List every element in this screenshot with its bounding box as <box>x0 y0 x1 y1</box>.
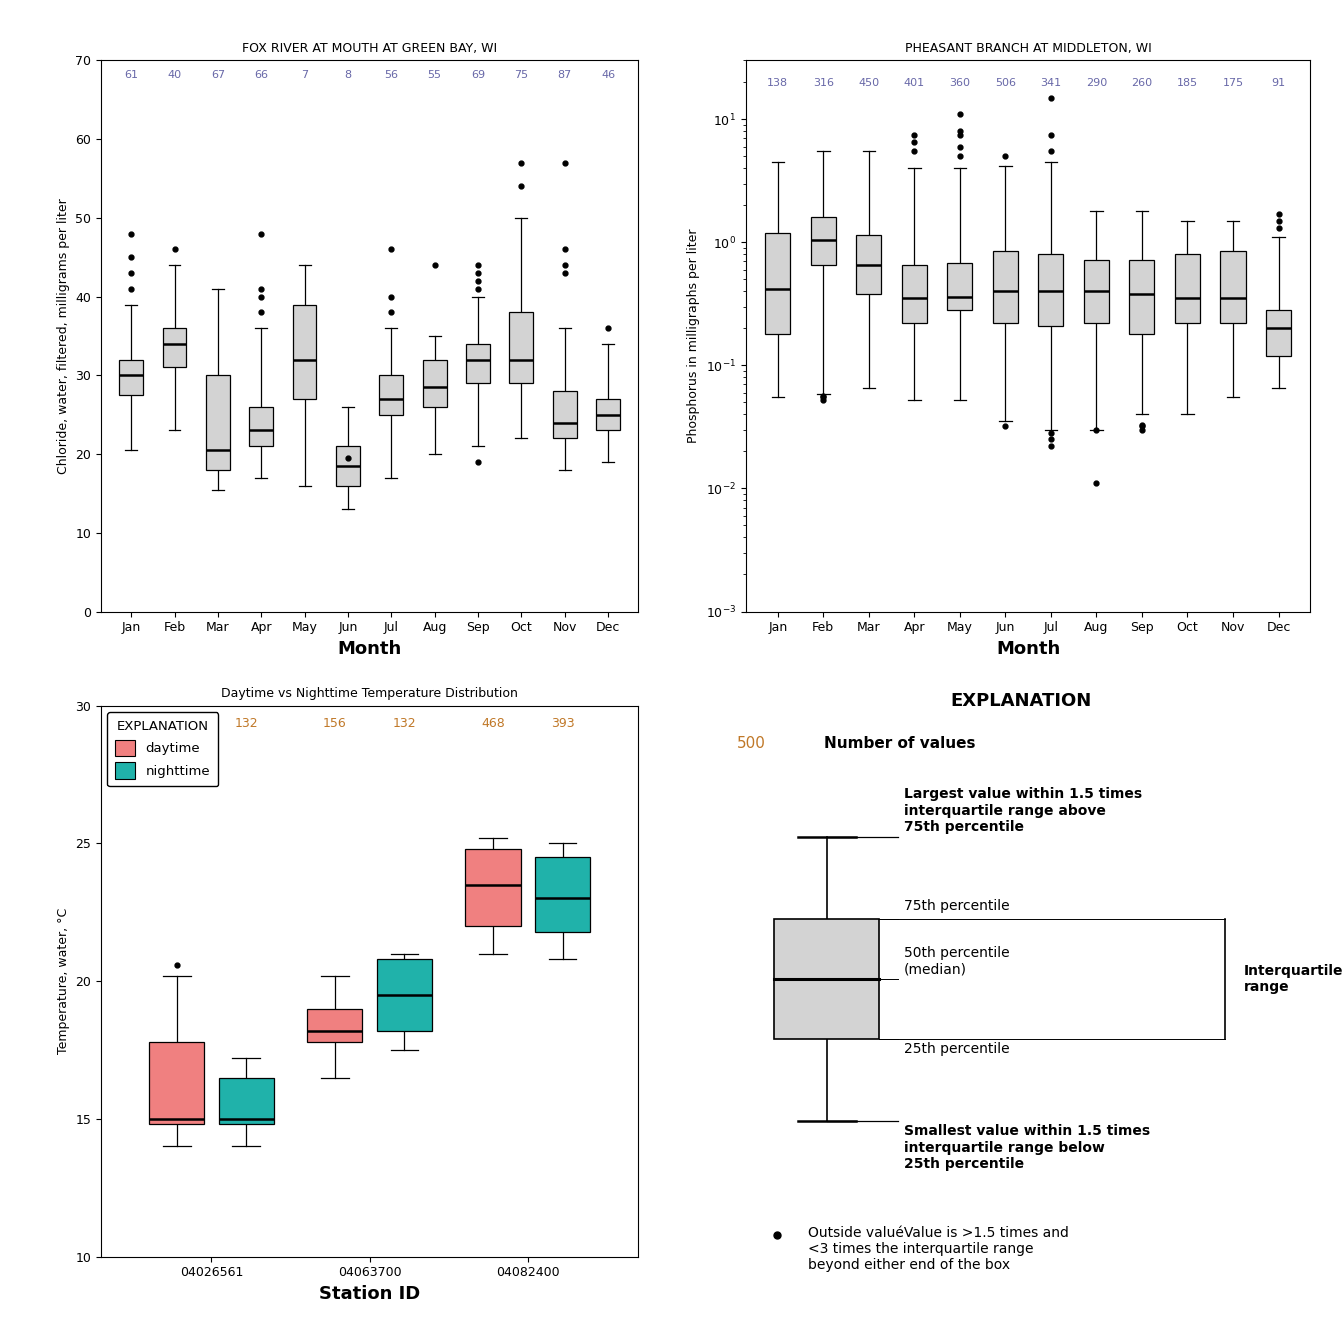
Text: 67: 67 <box>211 70 224 81</box>
Text: 61: 61 <box>124 70 138 81</box>
Text: 316: 316 <box>813 78 833 87</box>
Text: 75th percentile: 75th percentile <box>905 899 1009 913</box>
X-axis label: Month: Month <box>996 640 1060 657</box>
Bar <box>1039 254 1063 325</box>
Text: 75: 75 <box>515 70 528 81</box>
Text: 450: 450 <box>859 78 879 87</box>
Bar <box>856 235 882 294</box>
Bar <box>509 312 534 383</box>
Bar <box>163 328 187 367</box>
Bar <box>774 919 879 1039</box>
Text: 506: 506 <box>995 78 1016 87</box>
Bar <box>810 218 836 265</box>
Text: 290: 290 <box>1086 78 1107 87</box>
Text: 175: 175 <box>1223 78 1243 87</box>
Text: EXPLANATION: EXPLANATION <box>950 692 1093 710</box>
Bar <box>535 857 590 931</box>
Legend: daytime, nighttime: daytime, nighttime <box>108 712 218 786</box>
Y-axis label: Phosphorus in milligraphs per liter: Phosphorus in milligraphs per liter <box>687 228 700 444</box>
Bar <box>336 446 360 485</box>
Bar <box>1266 310 1292 356</box>
Text: 7: 7 <box>301 70 308 81</box>
Text: 138: 138 <box>767 78 789 87</box>
Bar <box>1083 259 1109 323</box>
Text: Smallest value within 1.5 times
interquartile range below
25th percentile: Smallest value within 1.5 times interqua… <box>905 1125 1150 1171</box>
Text: 25th percentile: 25th percentile <box>905 1043 1009 1056</box>
Bar <box>149 1042 204 1125</box>
Text: 156: 156 <box>323 718 347 730</box>
Text: 393: 393 <box>551 718 574 730</box>
Text: 55: 55 <box>427 70 442 81</box>
Text: Number of values: Number of values <box>824 737 976 751</box>
Bar <box>120 360 142 395</box>
X-axis label: Station ID: Station ID <box>319 1285 421 1302</box>
Bar <box>597 399 620 430</box>
Text: 40: 40 <box>168 70 181 81</box>
Bar <box>379 375 403 415</box>
Bar <box>249 407 273 446</box>
Text: 341: 341 <box>1040 78 1062 87</box>
Title: PHEASANT BRANCH AT MIDDLETON, WI: PHEASANT BRANCH AT MIDDLETON, WI <box>905 42 1152 55</box>
Bar <box>993 251 1017 323</box>
Text: 69: 69 <box>470 70 485 81</box>
X-axis label: Month: Month <box>337 640 402 657</box>
Bar <box>552 391 577 438</box>
Text: Outside valuéValue is >1.5 times and
<3 times the interquartile range
beyond eit: Outside valuéValue is >1.5 times and <3 … <box>808 1226 1068 1271</box>
Text: 156: 156 <box>165 718 188 730</box>
Bar <box>466 344 491 383</box>
Title: FOX RIVER AT MOUTH AT GREEN BAY, WI: FOX RIVER AT MOUTH AT GREEN BAY, WI <box>242 42 497 55</box>
Title: Daytime vs Nighttime Temperature Distribution: Daytime vs Nighttime Temperature Distrib… <box>222 687 517 700</box>
Bar <box>206 375 230 470</box>
Bar <box>1175 254 1200 323</box>
Text: Largest value within 1.5 times
interquartile range above
75th percentile: Largest value within 1.5 times interquar… <box>905 788 1142 833</box>
Text: 8: 8 <box>344 70 352 81</box>
Y-axis label: Chloride, water, filtered, milligrams per liter: Chloride, water, filtered, milligrams pe… <box>56 198 70 474</box>
Text: 260: 260 <box>1132 78 1153 87</box>
Text: 360: 360 <box>949 78 970 87</box>
Bar <box>1220 251 1246 323</box>
Text: 87: 87 <box>558 70 571 81</box>
Bar <box>308 1008 363 1042</box>
Text: 132: 132 <box>392 718 417 730</box>
Text: 468: 468 <box>481 718 505 730</box>
Text: Interquartile
range: Interquartile range <box>1245 964 1344 995</box>
Text: 132: 132 <box>234 718 258 730</box>
Bar <box>376 960 431 1031</box>
Bar <box>465 849 520 926</box>
Y-axis label: Temperature, water, °C: Temperature, water, °C <box>56 909 70 1054</box>
Text: 500: 500 <box>737 737 766 751</box>
Bar <box>423 360 446 407</box>
Text: 401: 401 <box>903 78 925 87</box>
Text: 185: 185 <box>1177 78 1198 87</box>
Bar <box>293 305 316 399</box>
Bar <box>948 263 973 310</box>
Text: 50th percentile
(median): 50th percentile (median) <box>905 946 1009 976</box>
Bar <box>765 233 790 333</box>
Text: 56: 56 <box>384 70 398 81</box>
Bar <box>1129 259 1154 333</box>
Text: 66: 66 <box>254 70 269 81</box>
Text: 91: 91 <box>1271 78 1286 87</box>
Text: 46: 46 <box>601 70 616 81</box>
Bar <box>219 1078 274 1125</box>
Bar <box>902 265 927 323</box>
